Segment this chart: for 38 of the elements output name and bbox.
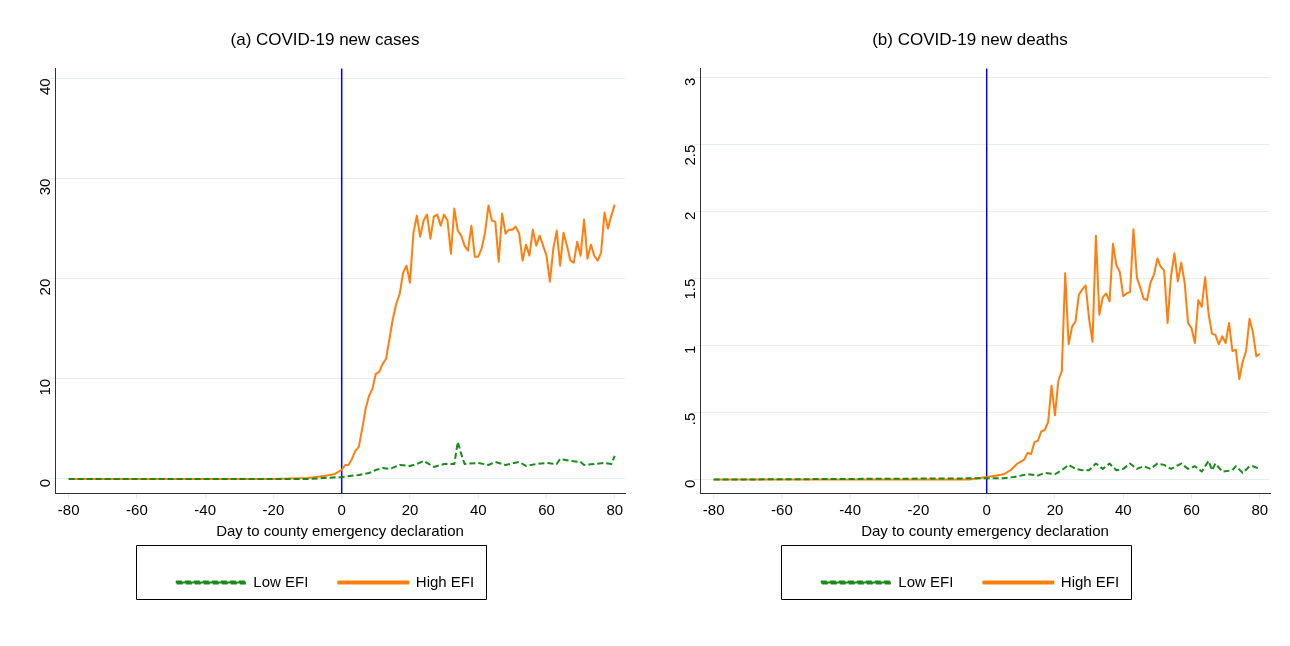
x-tick-label: -40 [194, 501, 217, 519]
y-tick-label: 40 [36, 78, 54, 96]
x-tick-label: 20 [1046, 501, 1064, 519]
x-tick-label: 0 [982, 501, 991, 519]
chart-title: (b) COVID-19 new deaths [872, 29, 1068, 49]
y-tick-label: 30 [36, 178, 54, 196]
x-tick-label: 20 [401, 501, 419, 519]
y-tick-label: 0 [681, 479, 699, 488]
x-axis-title: Day to county emergency declaration [861, 522, 1109, 540]
y-tick-label: 2.5 [681, 144, 699, 166]
y-tick-label: 0 [36, 478, 54, 488]
x-tick-label: 40 [1114, 501, 1132, 519]
x-tick-label: 80 [606, 501, 624, 519]
y-tick-label: 3 [681, 77, 699, 87]
x-tick-label: -60 [126, 501, 148, 519]
x-axis-title: Day to county emergency declaration [216, 522, 464, 540]
x-tick-label: -60 [771, 501, 793, 519]
y-tick-label: 2 [681, 211, 699, 221]
x-tick-label: -40 [839, 501, 862, 519]
x-tick-label: -80 [702, 501, 725, 519]
x-tick-label: -80 [57, 501, 80, 519]
legend-label: Low EFI [898, 572, 954, 590]
x-tick-label: 80 [1251, 501, 1269, 519]
x-tick-label: -20 [262, 501, 285, 519]
x-tick-label: 60 [538, 501, 555, 519]
y-tick-label: 1.5 [681, 278, 699, 300]
y-tick-label: 20 [36, 278, 54, 296]
x-tick-label: 0 [337, 501, 346, 519]
y-tick-label: .5 [681, 412, 699, 426]
legend-label: High EFI [415, 572, 475, 590]
y-tick-label: 1 [681, 345, 699, 355]
legend-label: Low EFI [253, 572, 309, 590]
x-tick-label: -20 [907, 501, 930, 519]
chart-title: (a) COVID-19 new cases [230, 29, 420, 49]
x-tick-label: 60 [1183, 501, 1200, 519]
x-tick-label: 40 [469, 501, 487, 519]
legend-label: High EFI [1060, 572, 1120, 590]
y-tick-label: 10 [36, 378, 54, 396]
